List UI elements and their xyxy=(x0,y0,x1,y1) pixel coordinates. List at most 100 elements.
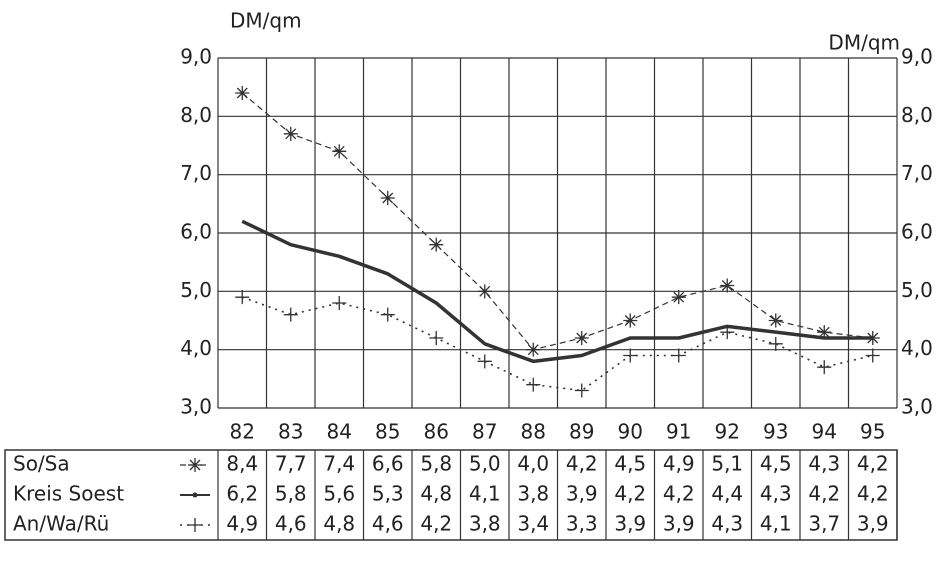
x-tick-label: 82 xyxy=(230,420,255,444)
data-point xyxy=(768,336,783,351)
data-point xyxy=(380,307,395,322)
legend-marker xyxy=(188,458,202,472)
x-tick-label: 87 xyxy=(472,420,497,444)
y2-tick-label: 5,0 xyxy=(901,278,933,302)
data-point xyxy=(283,126,298,141)
table-value: 3,9 xyxy=(857,512,889,536)
y2-tick-label: 9,0 xyxy=(901,45,933,69)
y2-tick-label: 6,0 xyxy=(901,220,933,244)
table-value: 4,2 xyxy=(663,482,695,506)
table-value: 4,6 xyxy=(275,512,307,536)
table-value: 3,8 xyxy=(517,482,549,506)
data-point xyxy=(429,331,444,345)
table-value: 3,9 xyxy=(566,482,598,506)
legend-marker xyxy=(192,492,198,498)
table-value: 5,1 xyxy=(711,452,743,476)
y-tick-label: 7,0 xyxy=(180,161,212,185)
series-line xyxy=(241,219,873,364)
x-tick-label: 88 xyxy=(521,420,546,444)
table-value: 4,2 xyxy=(857,452,889,476)
table-value: 4,8 xyxy=(420,482,452,506)
table-value: 6,6 xyxy=(372,452,404,476)
y-tick-label: 8,0 xyxy=(180,103,212,127)
table-value: 8,4 xyxy=(226,452,258,476)
table-value: 3,9 xyxy=(663,512,695,536)
data-point xyxy=(235,86,250,100)
legend-label: An/Wa/Rü xyxy=(13,512,109,536)
table-value: 4,2 xyxy=(857,482,889,506)
data-point xyxy=(671,348,686,363)
table-value: 4,0 xyxy=(517,452,549,476)
y-tick-label: 5,0 xyxy=(180,278,212,302)
x-tick-label: 83 xyxy=(278,420,303,444)
y-tick-label: 4,0 xyxy=(180,336,212,360)
table-value: 7,7 xyxy=(275,452,307,476)
table-value: 3,7 xyxy=(808,512,840,536)
x-tick-label: 95 xyxy=(860,420,885,444)
table-value: 7,4 xyxy=(323,452,355,476)
y-tick-label: 3,0 xyxy=(180,395,212,419)
data-point xyxy=(429,237,444,252)
data-point xyxy=(332,144,347,159)
table-value: 5,8 xyxy=(275,482,307,506)
y-tick-label: 9,0 xyxy=(180,45,212,69)
data-point xyxy=(574,331,589,345)
series-line xyxy=(241,296,873,392)
data-point xyxy=(332,296,347,310)
y2-tick-label: 8,0 xyxy=(901,103,933,127)
x-tick-label: 91 xyxy=(666,420,691,444)
data-point xyxy=(235,290,250,305)
legend-label: Kreis Soest xyxy=(13,482,124,506)
data-point xyxy=(623,313,638,328)
y-tick-label: 6,0 xyxy=(180,220,212,244)
table-value: 4,5 xyxy=(760,452,792,476)
y2-tick-label: 7,0 xyxy=(901,161,933,185)
table-value: 3,8 xyxy=(469,512,501,536)
x-tick-label: 86 xyxy=(424,420,449,444)
table-value: 4,2 xyxy=(614,482,646,506)
data-point xyxy=(817,360,832,375)
x-tick-label: 90 xyxy=(618,420,643,444)
table-value: 4,9 xyxy=(663,452,695,476)
data-point xyxy=(720,278,735,293)
table-value: 4,2 xyxy=(566,452,598,476)
y-axis-label: DM/qm xyxy=(230,9,302,33)
x-tick-label: 94 xyxy=(812,420,837,444)
table-value: 4,9 xyxy=(226,512,258,536)
table-value: 5,6 xyxy=(323,482,355,506)
table-value: 4,6 xyxy=(372,512,404,536)
table-value: 4,1 xyxy=(760,512,792,536)
data-point xyxy=(283,307,298,322)
data-point xyxy=(865,348,880,363)
data-point xyxy=(380,191,395,205)
data-point xyxy=(671,290,686,305)
legend-marker xyxy=(188,518,202,532)
table-value: 4,3 xyxy=(808,452,840,476)
y2-axis-label: DM/qm xyxy=(828,31,900,55)
table-value: 4,8 xyxy=(323,512,355,536)
table-value: 4,1 xyxy=(469,482,501,506)
table-value: 3,9 xyxy=(614,512,646,536)
table-value: 6,2 xyxy=(226,482,258,506)
table-value: 4,3 xyxy=(711,512,743,536)
data-point xyxy=(768,313,783,328)
legend-label: So/Sa xyxy=(13,452,70,476)
table-value: 4,4 xyxy=(711,482,743,506)
table-value: 4,3 xyxy=(760,482,792,506)
data-point xyxy=(477,284,492,299)
x-tick-label: 85 xyxy=(375,420,400,444)
table-value: 5,3 xyxy=(372,482,404,506)
data-point xyxy=(574,383,589,398)
data-point xyxy=(526,342,541,357)
data-point xyxy=(477,354,492,369)
table-value: 3,3 xyxy=(566,512,598,536)
x-tick-label: 89 xyxy=(569,420,594,444)
data-point xyxy=(817,325,832,340)
y2-tick-label: 3,0 xyxy=(901,395,933,419)
table-value: 5,8 xyxy=(420,452,452,476)
data-point xyxy=(623,348,638,363)
x-tick-label: 93 xyxy=(763,420,788,444)
table-value: 3,4 xyxy=(517,512,549,536)
table-value: 4,5 xyxy=(614,452,646,476)
